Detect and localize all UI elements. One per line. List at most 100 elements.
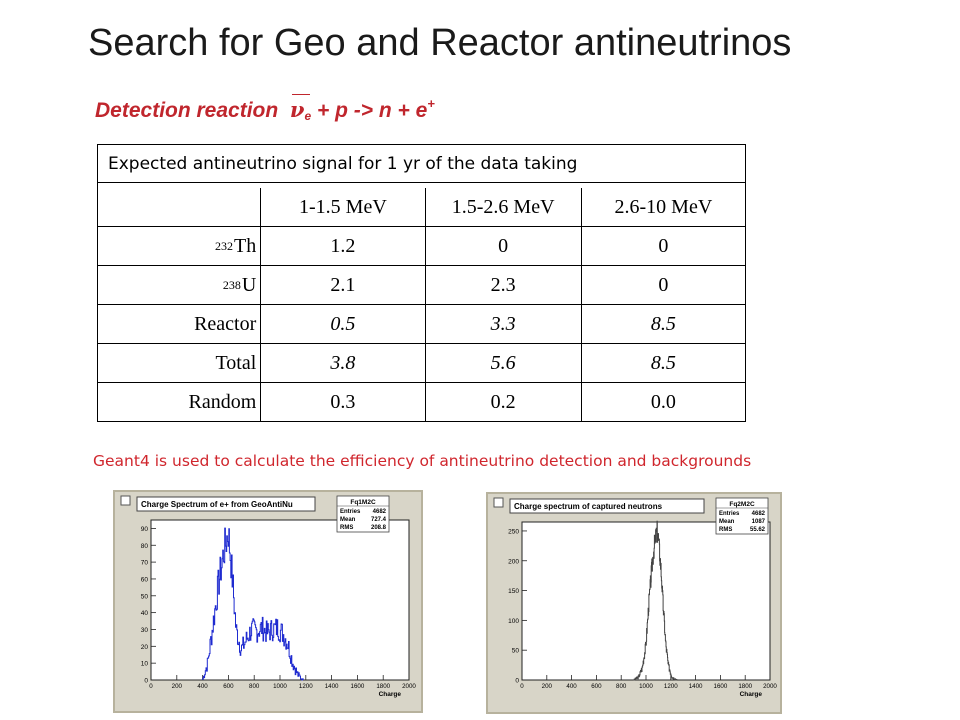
- y-tick-label: 70: [141, 560, 149, 567]
- histogram-title-box: [136, 496, 316, 512]
- stats-label: Mean: [340, 517, 356, 523]
- table-row: 232 Th 1.2 0 0: [98, 226, 745, 265]
- histogram-title: Charge spectrum of captured neutrons: [514, 502, 663, 511]
- y-tick-label: 100: [508, 618, 519, 625]
- header-cell: 1.5-2.6 MeV: [424, 188, 581, 226]
- histogram-title-box: [509, 498, 705, 514]
- table-cell: 0: [580, 266, 745, 304]
- row-label: Random: [188, 390, 257, 413]
- antineutrino-symbol: ν: [289, 97, 305, 122]
- stats-value: 55.62: [750, 527, 766, 533]
- y-tick-label: 50: [512, 648, 520, 655]
- plot-frame: [521, 521, 771, 681]
- x-tick-label: 1600: [714, 683, 728, 690]
- histogram-svg: Charge Spectrum of e+ from GeoAntiNu 0 10 2…: [120, 495, 416, 698]
- x-tick-label: 1400: [689, 683, 703, 690]
- histogram-series: [633, 520, 678, 681]
- geant4-note: Geant4 is used to calculate the efficien…: [93, 452, 752, 470]
- positron-charge-histogram: Charge Spectrum of e+ from GeoAntiNu 0 10 2…: [113, 490, 423, 713]
- table-row: Random 0.3 0.2 0.0: [98, 382, 745, 421]
- y-tick-label: 90: [141, 526, 149, 533]
- table-caption: Expected antineutrino signal for 1 yr of…: [98, 145, 745, 183]
- y-tick-label: 0: [144, 678, 148, 685]
- y-tick-label: 20: [141, 644, 149, 651]
- stats-value: 208.8: [371, 525, 387, 531]
- y-tick-label: 60: [141, 576, 149, 583]
- mass-number: 232: [215, 238, 234, 253]
- table-cell: 0.2: [424, 383, 581, 421]
- row-label-text: Th: [234, 234, 257, 257]
- stats-label: Entries: [719, 511, 740, 517]
- x-tick-label: 1200: [299, 683, 313, 690]
- histogram-svg: Charge spectrum of captured neutrons 0 50 1…: [493, 497, 777, 698]
- row-label: 232 Th: [98, 227, 260, 265]
- y-tick-label: 30: [141, 627, 149, 634]
- table-cell: 2.1: [260, 266, 424, 304]
- y-tick-label: 40: [141, 610, 149, 617]
- mass-number: 238: [222, 277, 241, 292]
- stats-value: 4682: [373, 509, 387, 515]
- positron-charge: +: [427, 96, 435, 111]
- y-tick-label: 50: [141, 593, 149, 600]
- antineutrino-subscript: e: [304, 109, 312, 123]
- x-tick-label: 400: [566, 683, 577, 690]
- signal-table: Expected antineutrino signal for 1 yr of…: [97, 144, 746, 422]
- histogram-series: [202, 527, 304, 681]
- neutron-charge-histogram: Charge spectrum of captured neutrons 0 50 1…: [486, 492, 782, 714]
- table-cell: 0.3: [260, 383, 424, 421]
- detection-reaction: Detection reaction νe + p -> n + e+: [95, 96, 435, 123]
- table-cell: 1.2: [260, 227, 424, 265]
- stats-label: Entries: [340, 509, 361, 515]
- x-tick-label: 800: [616, 683, 627, 690]
- x-axis-label: Charge: [740, 691, 763, 698]
- stats-label: RMS: [340, 525, 353, 531]
- page-title: Search for Geo and Reactor antineutrinos: [88, 22, 792, 64]
- stats-value: 1087: [752, 519, 766, 525]
- x-tick-label: 0: [149, 683, 153, 690]
- row-label: 238 U: [98, 266, 260, 304]
- x-tick-label: 400: [197, 683, 208, 690]
- header-cell: 2.6-10 MeV: [580, 188, 745, 226]
- checkbox-icon: [120, 495, 131, 506]
- x-tick-label: 1800: [376, 683, 390, 690]
- table-cell: 0: [580, 227, 745, 265]
- stats-title: Fq1M2C: [350, 499, 376, 506]
- y-tick-label: 0: [515, 678, 519, 685]
- checkbox-icon: [493, 497, 504, 508]
- row-label: Reactor: [194, 312, 257, 335]
- stats-value: 727.4: [371, 517, 387, 523]
- table-header-row: 1-1.5 MeV 1.5-2.6 MeV 2.6-10 MeV: [98, 188, 745, 226]
- table-row: Total 3.8 5.6 8.5: [98, 343, 745, 382]
- row-label-text: U: [241, 273, 257, 296]
- stats-box: [715, 497, 769, 535]
- x-tick-label: 2000: [402, 683, 416, 690]
- table-cell: 3.3: [424, 305, 581, 343]
- table-cell: 5.6: [424, 344, 581, 382]
- x-tick-label: 2000: [763, 683, 777, 690]
- row-label: Total: [215, 351, 257, 374]
- x-tick-label: 1800: [738, 683, 752, 690]
- y-tick-label: 10: [141, 661, 149, 668]
- table-cell: 3.8: [260, 344, 424, 382]
- x-tick-label: 200: [542, 683, 553, 690]
- plot-frame: [150, 519, 410, 681]
- table-cell: 0.0: [580, 383, 745, 421]
- y-tick-label: 200: [508, 558, 519, 565]
- x-tick-label: 800: [249, 683, 260, 690]
- reaction-formula: + p -> n + e: [311, 99, 428, 122]
- table-cell: 2.3: [424, 266, 581, 304]
- stats-label: Mean: [719, 519, 735, 525]
- table-cell: 8.5: [580, 305, 745, 343]
- x-tick-label: 0: [520, 683, 524, 690]
- x-tick-label: 200: [172, 683, 183, 690]
- x-tick-label: 600: [223, 683, 234, 690]
- x-tick-label: 1400: [325, 683, 339, 690]
- x-tick-label: 1000: [273, 683, 287, 690]
- table-row: 238 U 2.1 2.3 0: [98, 265, 745, 304]
- stats-title: Fq2M2C: [729, 501, 755, 508]
- header-cell: [98, 188, 260, 226]
- x-tick-label: 1600: [351, 683, 365, 690]
- table-cell: 0.5: [260, 305, 424, 343]
- x-tick-label: 1000: [639, 683, 653, 690]
- x-axis-label: Charge: [379, 691, 402, 698]
